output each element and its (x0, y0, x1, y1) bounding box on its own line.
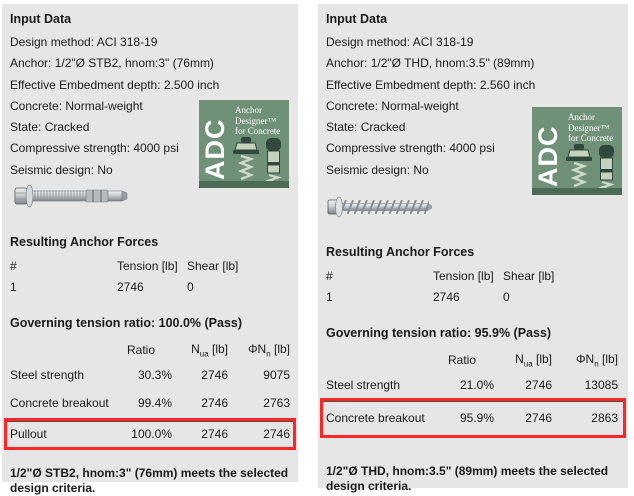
forces-col-tension: Tension [lb] (117, 259, 178, 274)
forces-col-shear: Shear [lb] (503, 269, 555, 284)
input-line-seismic: Seismic design: No (326, 162, 429, 177)
forces-table: # Tension [lb] Shear [lb] 1 2746 0 (10, 256, 290, 298)
table-row-steel: Steel strength 21.0% 2746 13085 (326, 377, 618, 393)
input-line-concrete: Concrete: Normal-weight (10, 98, 143, 113)
input-line-anchor: Anchor: 1/2"Ø STB2, hnom:3" (76mm) (10, 56, 214, 71)
input-data-title: Input Data (10, 12, 72, 26)
col-nua: Nua [lb] (191, 341, 228, 359)
table-row-pullout-highlighted: Pullout 100.0% 2746 2746 (4, 418, 296, 451)
input-data-title: Input Data (326, 12, 388, 26)
forces-title: Resulting Anchor Forces (326, 245, 475, 260)
forces-table: # Tension [lb] Shear [lb] 1 2746 0 (326, 266, 620, 308)
input-line-state: State: Cracked (326, 120, 406, 135)
strength-table: Ratio Nua [lb] ΦNn [lb] Steel strength 3… (4, 338, 296, 451)
col-phin: ΦNn [lb] (575, 351, 618, 369)
adc-logo-band (199, 181, 289, 188)
input-line-embedment: Effective Embedment depth: 2.500 inch (10, 77, 220, 92)
adc-logo: ADC Anchor Designer™ for Concrete (199, 100, 289, 188)
col-ratio: Ratio (126, 343, 155, 358)
adc-logo-band (532, 188, 622, 195)
adc-logo-title: Anchor Designer™ for Concrete (568, 112, 614, 143)
table-row-steel: Steel strength 30.3% 2746 9075 (10, 367, 290, 383)
forces-header-row: # Tension [lb] Shear [lb] (10, 256, 290, 277)
input-line-design-method: Design method: ACI 318-19 (326, 35, 474, 49)
governing-ratio-text: Governing tension ratio: 95.9% (Pass) (326, 326, 552, 341)
input-line-concrete: Concrete: Normal-weight (326, 98, 459, 113)
forces-col-num: # (10, 259, 17, 274)
input-data-list: Design method: ACI 318-19 Anchor: 1/2"Ø … (326, 32, 620, 181)
report-panel-left: Input Data Design method: ACI 318-19 Anc… (2, 4, 298, 495)
strength-header-row: Ratio Nua [lb] ΦNn [lb] (10, 338, 290, 362)
conclusion-text: 1/2"Ø THD, hnom:3.5" (89mm) meets the se… (326, 464, 609, 494)
adc-logo-title: Anchor Designer™ for Concrete (235, 105, 281, 136)
report-panel-right: Input Data Design method: ACI 318-19 Anc… (318, 4, 628, 493)
input-line-state: State: Cracked (10, 120, 90, 135)
table-row-breakout-highlighted: Concrete breakout 95.9% 2746 2863 (320, 398, 626, 439)
input-line-seismic: Seismic design: No (10, 162, 113, 177)
input-line-anchor: Anchor: 1/2"Ø THD, hnom:3.5" (89mm) (326, 56, 535, 71)
input-line-embedment: Effective Embedment depth: 2.560 inch (326, 77, 536, 92)
strength-header-row: Ratio Nua [lb] ΦNn [lb] (326, 348, 620, 372)
forces-col-num: # (326, 269, 333, 284)
forces-col-tension: Tension [lb] (433, 269, 494, 284)
forces-header-row: # Tension [lb] Shear [lb] (326, 266, 620, 287)
table-row-breakout: Concrete breakout 99.4% 2746 2763 (10, 395, 290, 411)
forces-col-shear: Shear [lb] (187, 259, 239, 274)
forces-title: Resulting Anchor Forces (10, 235, 159, 250)
adc-logo-anchor-art (566, 144, 618, 193)
adc-logo: ADC Anchor Designer™ for Concrete (532, 107, 622, 195)
input-line-compressive: Compressive strength: 4000 psi (10, 141, 179, 156)
col-nua: Nua [lb] (515, 351, 552, 369)
forces-data-row: 1 2746 0 (326, 290, 510, 305)
governing-ratio-text: Governing tension ratio: 100.0% (Pass) (10, 316, 243, 331)
wedge-anchor-photo (10, 183, 130, 209)
adc-logo-abbr: ADC (200, 118, 230, 181)
strength-table: Ratio Nua [lb] ΦNn [lb] Steel strength 2… (320, 348, 626, 439)
input-data-list: Design method: ACI 318-19 Anchor: 1/2"Ø … (10, 32, 290, 181)
col-ratio: Ratio (447, 353, 476, 368)
adc-logo-anchor-art (233, 137, 285, 186)
adc-logo-abbr: ADC (533, 125, 563, 188)
input-line-design-method: Design method: ACI 318-19 (10, 35, 158, 49)
col-phin: ΦNn [lb] (247, 341, 290, 359)
forces-data-row: 1 2746 0 (10, 280, 194, 295)
input-line-compressive: Compressive strength: 4000 psi (326, 141, 495, 156)
screw-anchor-photo (326, 195, 436, 219)
